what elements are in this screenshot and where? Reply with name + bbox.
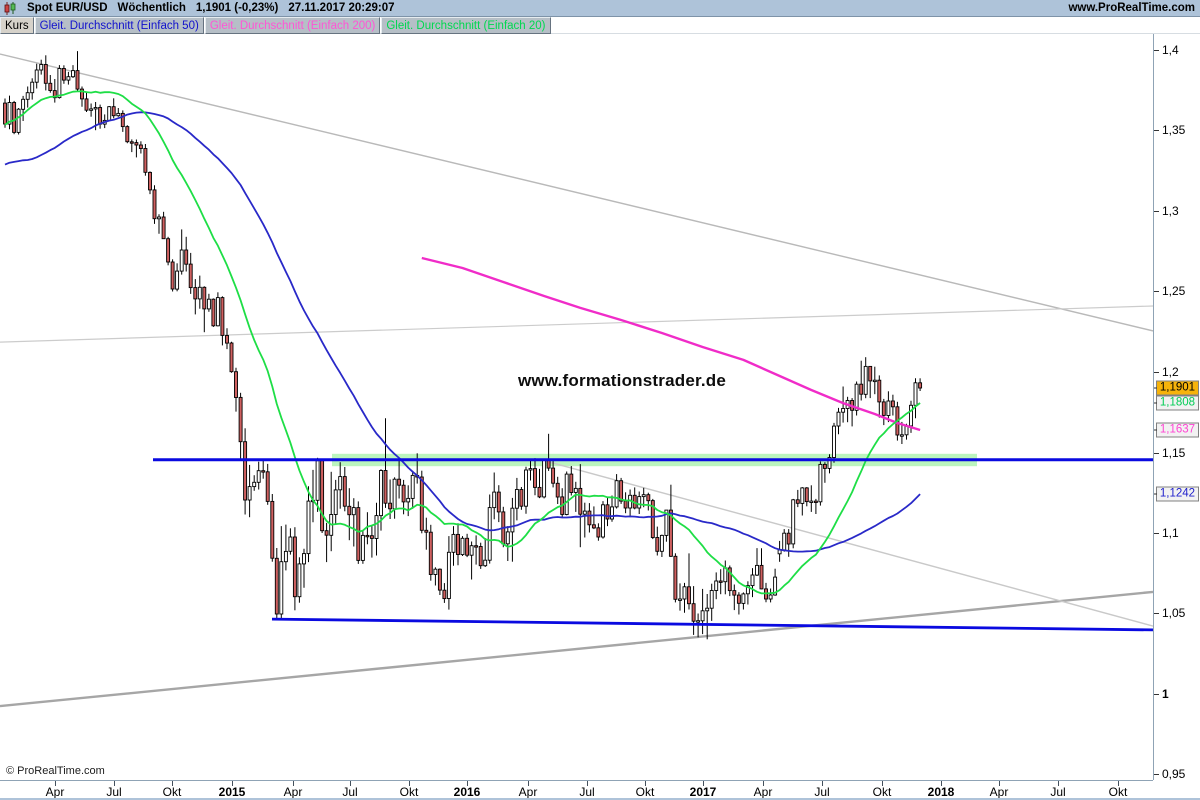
price-tick-label: 1,15 (1162, 446, 1186, 460)
price-tick (1154, 372, 1159, 373)
time-tick (350, 781, 351, 786)
time-tick-label: Jul (106, 785, 122, 799)
price-tick (1154, 211, 1159, 212)
time-tick-label: Okt (635, 785, 655, 799)
title-bar: Spot EUR/USD Wöchentlich 1,1901 (-0,23%)… (0, 0, 1200, 17)
last-price-badge: 1,1901 (1154, 380, 1199, 396)
price-tick (1154, 694, 1159, 695)
time-tick-label: Jul (342, 785, 358, 799)
candlestick-chart-icon (4, 1, 16, 15)
quote-label: 1,1901 (-0,23%) (195, 2, 279, 14)
time-axis[interactable]: Apr Jul Okt 2015 Apr Jul Okt 2016 Apr Jul Okt 2017 A… (0, 780, 1153, 799)
time-tick-label: Apr (518, 785, 538, 799)
price-legend-box[interactable]: Kurs (0, 17, 34, 34)
time-tick (1118, 781, 1119, 786)
time-tick (587, 781, 588, 786)
prorealtime-site-label: www.ProRealTime.com (1068, 2, 1195, 14)
ma50-legend-box[interactable]: Gleit. Durchschnitt (Einfach 50) (34, 17, 204, 34)
price-tick-label: 1,1 (1162, 526, 1179, 540)
time-tick-label: Apr (45, 785, 65, 799)
time-tick-label: Jul (814, 785, 830, 799)
time-tick (999, 781, 1000, 786)
datetime-label: 27.11.2017 20:29:07 (288, 2, 395, 14)
time-tick (114, 781, 115, 786)
time-tick (172, 781, 173, 786)
price-legend-label: Kurs (5, 19, 29, 32)
time-tick (763, 781, 764, 786)
ma20-value-badge: 1,1808 (1154, 395, 1199, 411)
ma200-legend-label: Gleit. Durchschnitt (Einfach 200) (209, 19, 376, 32)
price-tick-label: 1,4 (1162, 43, 1179, 57)
ma50-legend-label: Gleit. Durchschnitt (Einfach 50) (39, 19, 199, 32)
time-tick-label: Jul (1050, 785, 1066, 799)
time-tick (645, 781, 646, 786)
price-tick-label: 1,05 (1162, 606, 1186, 620)
price-tick (1154, 291, 1159, 292)
ma20-legend-box[interactable]: Gleit. Durchschnitt (Einfach 20) (381, 17, 551, 34)
price-tick-label: 0,95 (1162, 767, 1186, 781)
time-tick (467, 781, 468, 786)
copyright-label: © ProRealTime.com (4, 765, 107, 777)
time-tick (232, 781, 233, 786)
timeframe-label: Wöchentlich (117, 2, 186, 14)
price-tick (1154, 50, 1159, 51)
time-tick-label: 2016 (453, 785, 481, 799)
ma50-value-badge: 1,1242 (1154, 486, 1199, 502)
time-tick (882, 781, 883, 786)
price-tick (1154, 613, 1159, 614)
time-tick-label: Apr (753, 785, 773, 799)
price-tick (1154, 130, 1159, 131)
ma20-legend-label: Gleit. Durchschnitt (Einfach 20) (386, 19, 546, 32)
time-tick-label: Jul (579, 785, 595, 799)
price-tick (1154, 453, 1159, 454)
candlestick-chart[interactable] (0, 34, 1153, 780)
watermark: www.formationstrader.de (518, 371, 727, 390)
price-tick (1154, 774, 1159, 775)
axis-corner (1153, 780, 1200, 798)
price-tick (1154, 533, 1159, 534)
time-tick (55, 781, 56, 786)
time-tick (703, 781, 704, 786)
price-tick-label: 1,25 (1162, 284, 1186, 298)
time-tick-label: Okt (162, 785, 182, 799)
ma200-value-badge: 1,1637 (1154, 422, 1199, 438)
time-tick-label: 2015 (218, 785, 246, 799)
price-tick-label: 1,3 (1162, 204, 1179, 218)
time-tick (822, 781, 823, 786)
ma200-legend-box[interactable]: Gleit. Durchschnitt (Einfach 200) (204, 17, 381, 34)
time-tick-label: 2017 (689, 785, 717, 799)
time-tick-label: Okt (399, 785, 419, 799)
time-tick-label: 2018 (927, 785, 955, 799)
price-axis[interactable]: 1,4 1,35 1,3 1,25 1,2 1,15 1,1 1,05 1 0,95 1,1901 1… (1153, 34, 1200, 781)
time-tick-label: Okt (1108, 785, 1128, 799)
time-tick-label: Okt (872, 785, 892, 799)
price-tick-label: 1,2 (1162, 365, 1179, 379)
time-tick (409, 781, 410, 786)
symbol-label: Spot EUR/USD (27, 2, 108, 14)
time-tick-label: Apr (989, 785, 1009, 799)
time-tick (293, 781, 294, 786)
time-tick (1058, 781, 1059, 786)
time-tick-label: Apr (283, 785, 303, 799)
price-tick-label: 1,35 (1162, 123, 1186, 137)
time-tick (528, 781, 529, 786)
price-tick-label: 1 (1162, 687, 1169, 701)
legend-bar: Kurs Gleit. Durchschnitt (Einfach 50) Gl… (0, 17, 1200, 34)
window-bottom-edge (0, 798, 1200, 800)
time-tick (941, 781, 942, 786)
